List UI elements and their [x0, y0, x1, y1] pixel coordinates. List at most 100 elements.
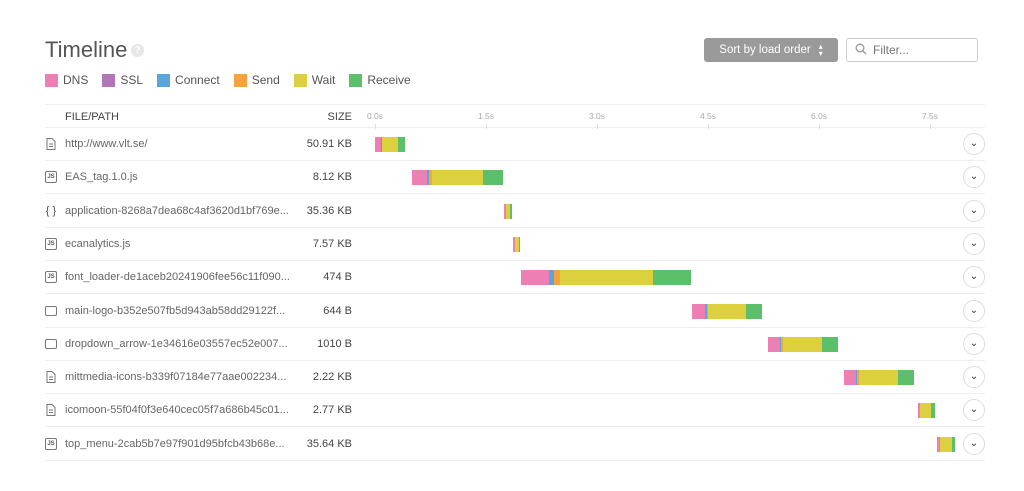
file-size: 474 B — [323, 271, 352, 284]
bar-segment-send — [429, 170, 432, 186]
file-name[interactable]: ecanalytics.js — [65, 237, 131, 250]
legend-item-dns: DNS — [45, 73, 88, 87]
file-size: 35.36 KB — [306, 204, 352, 217]
bar-segment-connect — [705, 303, 707, 319]
expand-chevron-icon[interactable]: ⌄ — [963, 432, 985, 455]
file-name[interactable]: application-8268a7dea68c4af3620d1bf769e.… — [65, 204, 289, 217]
legend-item-receive: Receive — [349, 73, 411, 87]
axis-tick-mark — [708, 124, 709, 129]
table-row[interactable]: JS EAS_tag.1.0.js 8.12 KB ⌄ — [45, 161, 985, 195]
legend-item-connect: Connect — [157, 73, 220, 87]
file-size: 35.64 KB — [306, 437, 352, 450]
table-row[interactable]: { } application-8268a7dea68c4af3620d1bf76… — [45, 195, 985, 228]
image-icon — [45, 305, 57, 316]
search-icon — [855, 43, 867, 58]
document-icon — [45, 371, 57, 384]
legend-label: SSL — [120, 73, 144, 87]
expand-chevron-icon[interactable]: ⌄ — [963, 332, 985, 355]
bar-segment-receive — [653, 270, 691, 286]
legend-label: Receive — [367, 73, 411, 87]
js-file-icon: JS — [45, 171, 57, 184]
bar-segment-wait — [560, 270, 654, 286]
bar-segment-connect — [426, 170, 430, 186]
axis-tick-mark — [930, 124, 931, 129]
bar-segment-receive — [898, 370, 914, 386]
table-row[interactable]: mittmedia-icons-b339f07184e77aae002234..… — [45, 361, 985, 395]
bar-segment-receive — [397, 137, 406, 152]
bar-segment-dns — [503, 203, 506, 219]
file-size: 8.12 KB — [312, 171, 352, 184]
bar-segment-receive — [518, 236, 521, 252]
axis-tick-mark — [486, 124, 487, 129]
bar-segment-dns — [936, 436, 941, 452]
bar-segment-connect — [548, 270, 555, 286]
file-name[interactable]: dropdown_arrow-1e34616e03557ec52e007... — [65, 337, 288, 350]
bar-segment-receive — [745, 303, 762, 319]
bar-segment-dns — [844, 370, 856, 386]
bar-segment-send — [706, 303, 708, 319]
bar-segment-ssl — [380, 137, 383, 152]
table-row[interactable]: JS ecanalytics.js 7.57 KB ⌄ — [45, 228, 985, 261]
bar-segment-dns — [412, 170, 427, 186]
sort-dropdown[interactable]: Sort by load order ▴ ▾ — [704, 38, 838, 62]
axis-tick-label: 7.5s — [921, 111, 939, 121]
legend-swatch — [157, 73, 171, 87]
bar-segment-receive — [821, 336, 839, 352]
bar-segment-receive — [952, 436, 956, 452]
file-name[interactable]: EAS_tag.1.0.js — [65, 171, 138, 184]
legend-label: Wait — [311, 73, 336, 87]
expand-chevron-icon[interactable]: ⌄ — [963, 166, 985, 189]
table-row[interactable]: JS top_menu-2cab5b7e97f901d95bfcb43b68e..… — [45, 428, 985, 461]
expand-chevron-icon[interactable]: ⌄ — [963, 299, 985, 322]
js-file-icon: JS — [45, 271, 57, 284]
bar-segment-send — [781, 336, 783, 352]
filter-field[interactable] — [846, 38, 978, 62]
file-name[interactable]: icomoon-55f04f0f3e640cec05f7a686b45c01..… — [65, 404, 289, 417]
file-name[interactable]: mittmedia-icons-b339f07184e77aae002234..… — [65, 371, 287, 384]
table-row[interactable]: icomoon-55f04f0f3e640cec05f7a686b45c01..… — [45, 394, 985, 428]
expand-chevron-icon[interactable]: ⌄ — [963, 199, 985, 222]
question-icon[interactable]: ? — [131, 44, 144, 57]
filter-input[interactable] — [873, 43, 973, 57]
bar-segment-send — [554, 270, 560, 286]
expand-chevron-icon[interactable]: ⌄ — [963, 266, 985, 289]
table-row[interactable]: dropdown_arrow-1e34616e03557ec52e007... 1… — [45, 328, 985, 361]
legend-label: DNS — [63, 73, 89, 87]
axis-tick-mark — [819, 124, 820, 129]
bar-segment-wait — [782, 336, 822, 352]
table-row[interactable]: main-logo-b352e507fb5d943ab58dd29122f...… — [45, 295, 985, 328]
table-row[interactable]: http://www.vlt.se/50.91 KB ⌄ — [45, 128, 985, 161]
legend-swatch — [45, 73, 58, 87]
expand-chevron-icon[interactable]: ⌄ — [963, 399, 985, 422]
bar-segment-receive — [930, 403, 936, 419]
js-file-icon: JS — [45, 437, 57, 450]
column-file-path: FILE/PATH — [65, 111, 119, 123]
file-name[interactable]: http://www.vlt.se/ — [65, 138, 148, 150]
expand-chevron-icon[interactable]: ⌄ — [963, 366, 985, 389]
legend-swatch — [233, 73, 247, 87]
bar-segment-wait — [514, 236, 519, 252]
expand-chevron-icon[interactable]: ⌄ — [963, 232, 985, 255]
file-size: 7.57 KB — [312, 237, 352, 250]
file-name[interactable]: font_loader-de1aceb20241906fee56c11f090.… — [65, 271, 290, 284]
expand-chevron-icon[interactable]: ⌄ — [963, 133, 985, 155]
table-row[interactable]: JS font_loader-de1aceb20241906fee56c11f09… — [45, 261, 985, 295]
legend-item-wait: Wait — [293, 73, 336, 87]
file-name[interactable]: top_menu-2cab5b7e97f901d95bfcb43b68e... — [65, 437, 285, 450]
bar-segment-send — [857, 370, 859, 386]
bar-segment-dns — [918, 403, 920, 419]
legend-item-send: Send — [233, 73, 280, 87]
sort-label: Sort by load order — [719, 44, 811, 56]
file-size: 50.91 KB — [306, 138, 352, 150]
legend-label: Send — [251, 73, 280, 87]
document-icon — [45, 404, 57, 417]
axis-tick-label: 4.5s — [699, 111, 717, 121]
legend: DNS SSL Connect Send Wait Receive — [45, 73, 411, 87]
bar-segment-wait — [940, 436, 953, 452]
file-name[interactable]: main-logo-b352e507fb5d943ab58dd29122f... — [65, 304, 286, 317]
legend-swatch — [293, 73, 307, 87]
legend-label: Connect — [175, 73, 220, 87]
bar-segment-dns — [767, 336, 780, 352]
bar-segment-dns — [375, 137, 381, 152]
column-size: SIZE — [327, 111, 352, 123]
